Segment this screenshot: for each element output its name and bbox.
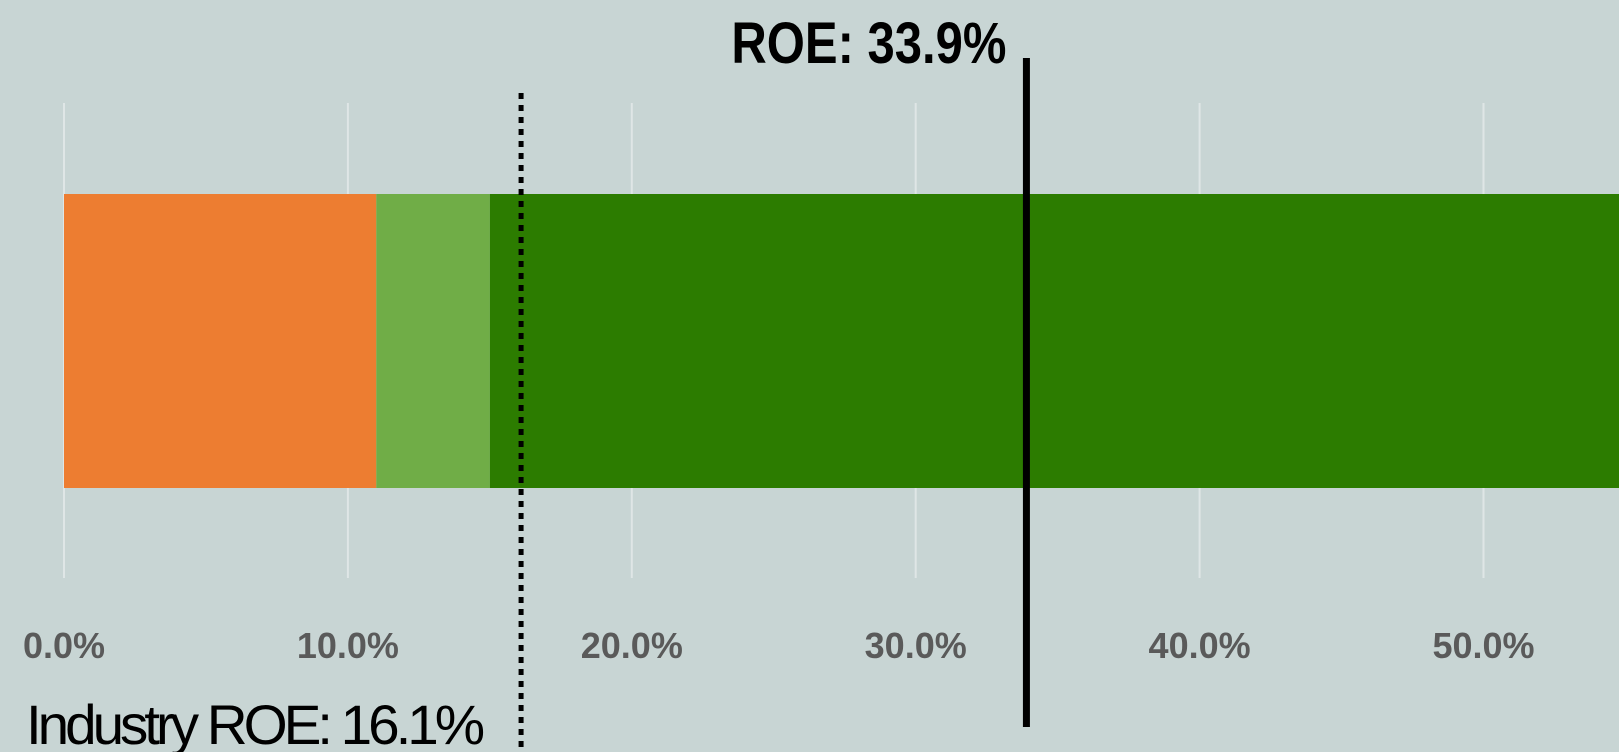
x-tick-label: 50.0% [1432, 625, 1534, 666]
bar-segment [64, 194, 377, 488]
bar-segment [489, 194, 1619, 488]
x-tick-label: 40.0% [1149, 625, 1251, 666]
x-tick-label: 30.0% [865, 625, 967, 666]
x-tick-label: 0.0% [23, 625, 105, 666]
x-tick-label: 20.0% [581, 625, 683, 666]
x-tick-label: 10.0% [297, 625, 399, 666]
reference-label: Industry ROE: 16.1% [26, 693, 483, 752]
reference-label: ROE: 33.9% [731, 11, 1006, 76]
bar-segment [376, 194, 490, 488]
